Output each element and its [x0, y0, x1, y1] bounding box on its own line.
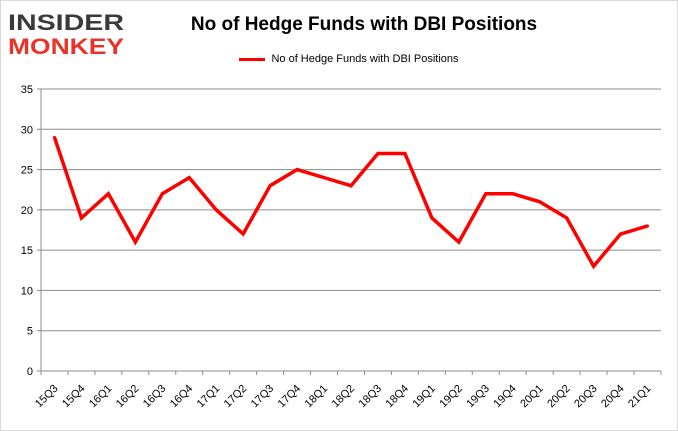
y-tick-label: 10	[21, 285, 33, 297]
x-tick-label: 18Q4	[384, 383, 412, 411]
legend-label: No of Hedge Funds with DBI Positions	[271, 53, 459, 65]
data-point	[214, 208, 218, 212]
x-tick-label: 20Q3	[572, 383, 600, 411]
y-tick-label: 5	[27, 326, 33, 338]
data-point	[268, 184, 272, 188]
data-point	[430, 216, 434, 220]
x-tick-label: 17Q2	[222, 383, 250, 411]
data-point	[295, 168, 299, 172]
x-tick-label: 17Q1	[195, 383, 223, 411]
data-point	[484, 192, 488, 196]
y-tick-label: 35	[21, 84, 33, 96]
data-point	[160, 192, 164, 196]
svg-text:MONKEY: MONKEY	[8, 34, 124, 58]
data-point	[376, 151, 380, 155]
data-point	[79, 216, 83, 220]
x-tick-label: 16Q1	[87, 383, 115, 411]
y-tick-label: 25	[21, 165, 33, 177]
x-tick-label: 16Q2	[114, 383, 142, 411]
x-tick-label: 15Q3	[33, 383, 61, 411]
data-point	[52, 135, 56, 139]
data-point	[565, 216, 569, 220]
data-point	[106, 192, 110, 196]
data-point	[187, 176, 191, 180]
x-tick-label: 16Q3	[141, 383, 169, 411]
x-tick-label: 16Q4	[168, 383, 196, 411]
x-tick-label: 19Q3	[464, 383, 492, 411]
x-tick-label: 21Q1	[626, 383, 654, 411]
x-tick-label: 18Q1	[303, 383, 331, 411]
x-tick-label: 19Q2	[437, 383, 465, 411]
x-tick-label: 20Q2	[545, 383, 573, 411]
data-point	[322, 176, 326, 180]
x-tick-label: 17Q4	[276, 383, 304, 411]
data-point	[592, 264, 596, 268]
y-tick-label: 20	[21, 205, 33, 217]
data-point	[403, 151, 407, 155]
x-tick-label: 19Q4	[491, 383, 519, 411]
legend-swatch	[239, 57, 266, 61]
x-tick-label: 18Q3	[357, 383, 385, 411]
chart-title: No of Hedge Funds with DBI Positions	[190, 14, 538, 35]
series-line	[52, 136, 649, 270]
data-point	[457, 240, 461, 244]
x-tick-label: 18Q2	[330, 383, 358, 411]
data-point	[538, 200, 542, 204]
x-tick-label: 20Q1	[518, 383, 546, 411]
data-point	[133, 240, 137, 244]
x-tick-label: 17Q3	[249, 383, 277, 411]
y-tick-label: 30	[21, 124, 33, 136]
insider-monkey-logo: INSIDER MONKEY	[8, 10, 124, 58]
data-point	[646, 224, 650, 228]
data-point	[241, 232, 245, 236]
x-tick-label: 15Q4	[60, 383, 88, 411]
data-point	[349, 184, 353, 188]
x-tick-label: 20Q4	[599, 383, 627, 411]
svg-text:INSIDER: INSIDER	[8, 10, 124, 35]
x-tick-label: 19Q1	[410, 383, 438, 411]
data-point	[619, 232, 623, 236]
y-tick-label: 0	[27, 366, 33, 378]
y-tick-label: 15	[21, 245, 33, 257]
legend: No of Hedge Funds with DBI Positions	[0, 53, 678, 65]
data-point	[511, 192, 515, 196]
